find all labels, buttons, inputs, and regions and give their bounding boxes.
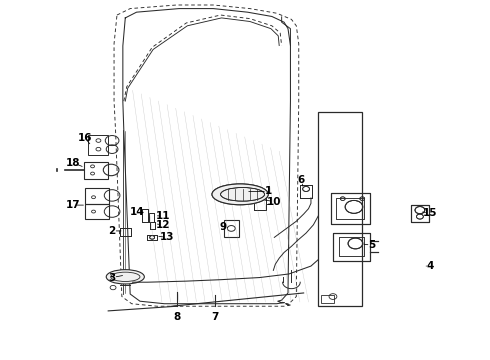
Bar	[331, 193, 369, 224]
Bar	[85, 188, 109, 204]
Text: 16: 16	[77, 133, 92, 143]
Bar	[411, 205, 429, 222]
Bar	[331, 193, 369, 224]
Bar	[300, 185, 312, 198]
Bar	[339, 237, 364, 256]
Text: 6: 6	[297, 175, 305, 185]
Bar	[254, 196, 266, 210]
Text: 4: 4	[427, 261, 434, 271]
Bar	[336, 198, 364, 220]
Text: 11: 11	[156, 211, 170, 221]
Bar	[321, 296, 334, 303]
Bar	[339, 237, 364, 256]
Text: 15: 15	[422, 208, 437, 218]
Text: 2: 2	[108, 226, 116, 236]
Bar	[224, 220, 239, 237]
Text: 17: 17	[66, 200, 80, 210]
Text: 7: 7	[211, 312, 219, 322]
Text: 1: 1	[265, 186, 272, 197]
Text: 18: 18	[66, 158, 80, 168]
Ellipse shape	[212, 184, 268, 205]
Bar	[142, 210, 148, 222]
Bar	[150, 222, 155, 229]
Bar	[318, 112, 362, 306]
Text: 14: 14	[130, 207, 145, 217]
Ellipse shape	[212, 184, 268, 205]
Text: 8: 8	[173, 312, 180, 322]
Bar	[333, 233, 369, 261]
Bar	[147, 234, 157, 240]
Bar	[300, 185, 312, 198]
Bar	[121, 228, 131, 236]
Text: 3: 3	[108, 273, 116, 283]
Bar	[147, 234, 157, 240]
Text: 5: 5	[368, 240, 376, 250]
Bar	[84, 162, 108, 179]
Bar	[142, 210, 148, 222]
Text: 13: 13	[160, 232, 174, 242]
Bar	[411, 205, 429, 222]
Bar	[254, 196, 266, 210]
Text: 10: 10	[267, 197, 282, 207]
Bar	[336, 198, 364, 220]
Text: 12: 12	[156, 220, 170, 230]
Bar	[88, 135, 108, 155]
Bar	[149, 213, 154, 222]
Bar	[149, 213, 154, 222]
Ellipse shape	[106, 270, 145, 284]
Bar	[333, 233, 369, 261]
Text: 9: 9	[220, 222, 226, 232]
Bar	[121, 228, 131, 236]
Bar	[85, 204, 109, 219]
Bar	[150, 222, 155, 229]
